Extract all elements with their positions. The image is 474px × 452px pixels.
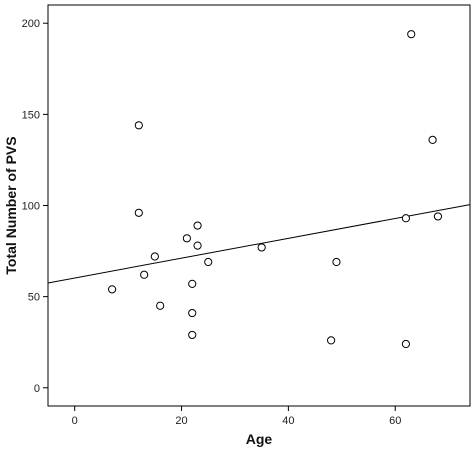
scatter-point [134,208,143,217]
scatter-point [188,279,197,288]
scatter-point [401,339,410,349]
y-tick-label: 200 [22,18,40,30]
y-tick-label: 100 [22,201,40,213]
y-tick-label: 0 [34,383,40,395]
scatter-point [193,221,202,230]
y-tick-label: 150 [22,109,40,121]
scatter-point [257,243,266,252]
scatter-point [433,212,443,221]
scatter-point [108,285,117,294]
scatter-point [401,214,410,223]
y-tick-label: 50 [28,292,40,304]
scatter-point [428,135,437,144]
scatter-point [156,301,165,310]
scatter-point [134,121,143,130]
scatter-point [204,257,213,267]
x-tick-label: 20 [175,415,187,427]
scatter-point [188,308,197,318]
data-points [108,30,443,349]
scatter-point [327,336,336,345]
scatter-point [150,252,159,261]
scatter-point [193,241,202,250]
x-tick-label: 40 [282,415,294,427]
x-tick-label: 0 [72,415,78,427]
scatter-point [188,330,197,340]
scatter-point [407,30,416,39]
fit-line [47,204,471,284]
fit-line-group [47,204,471,284]
y-axis-title: Total Number of PVS [3,136,19,274]
y-axis-ticks: 0 50 100 150 200 [22,18,48,395]
scatter-point [182,234,191,243]
scatter-point [140,270,149,279]
x-axis-title: Age [246,431,273,447]
scatter-point [332,257,341,267]
x-tick-label: 60 [389,415,401,427]
x-axis-ticks: 0 20 40 60 [72,406,401,427]
